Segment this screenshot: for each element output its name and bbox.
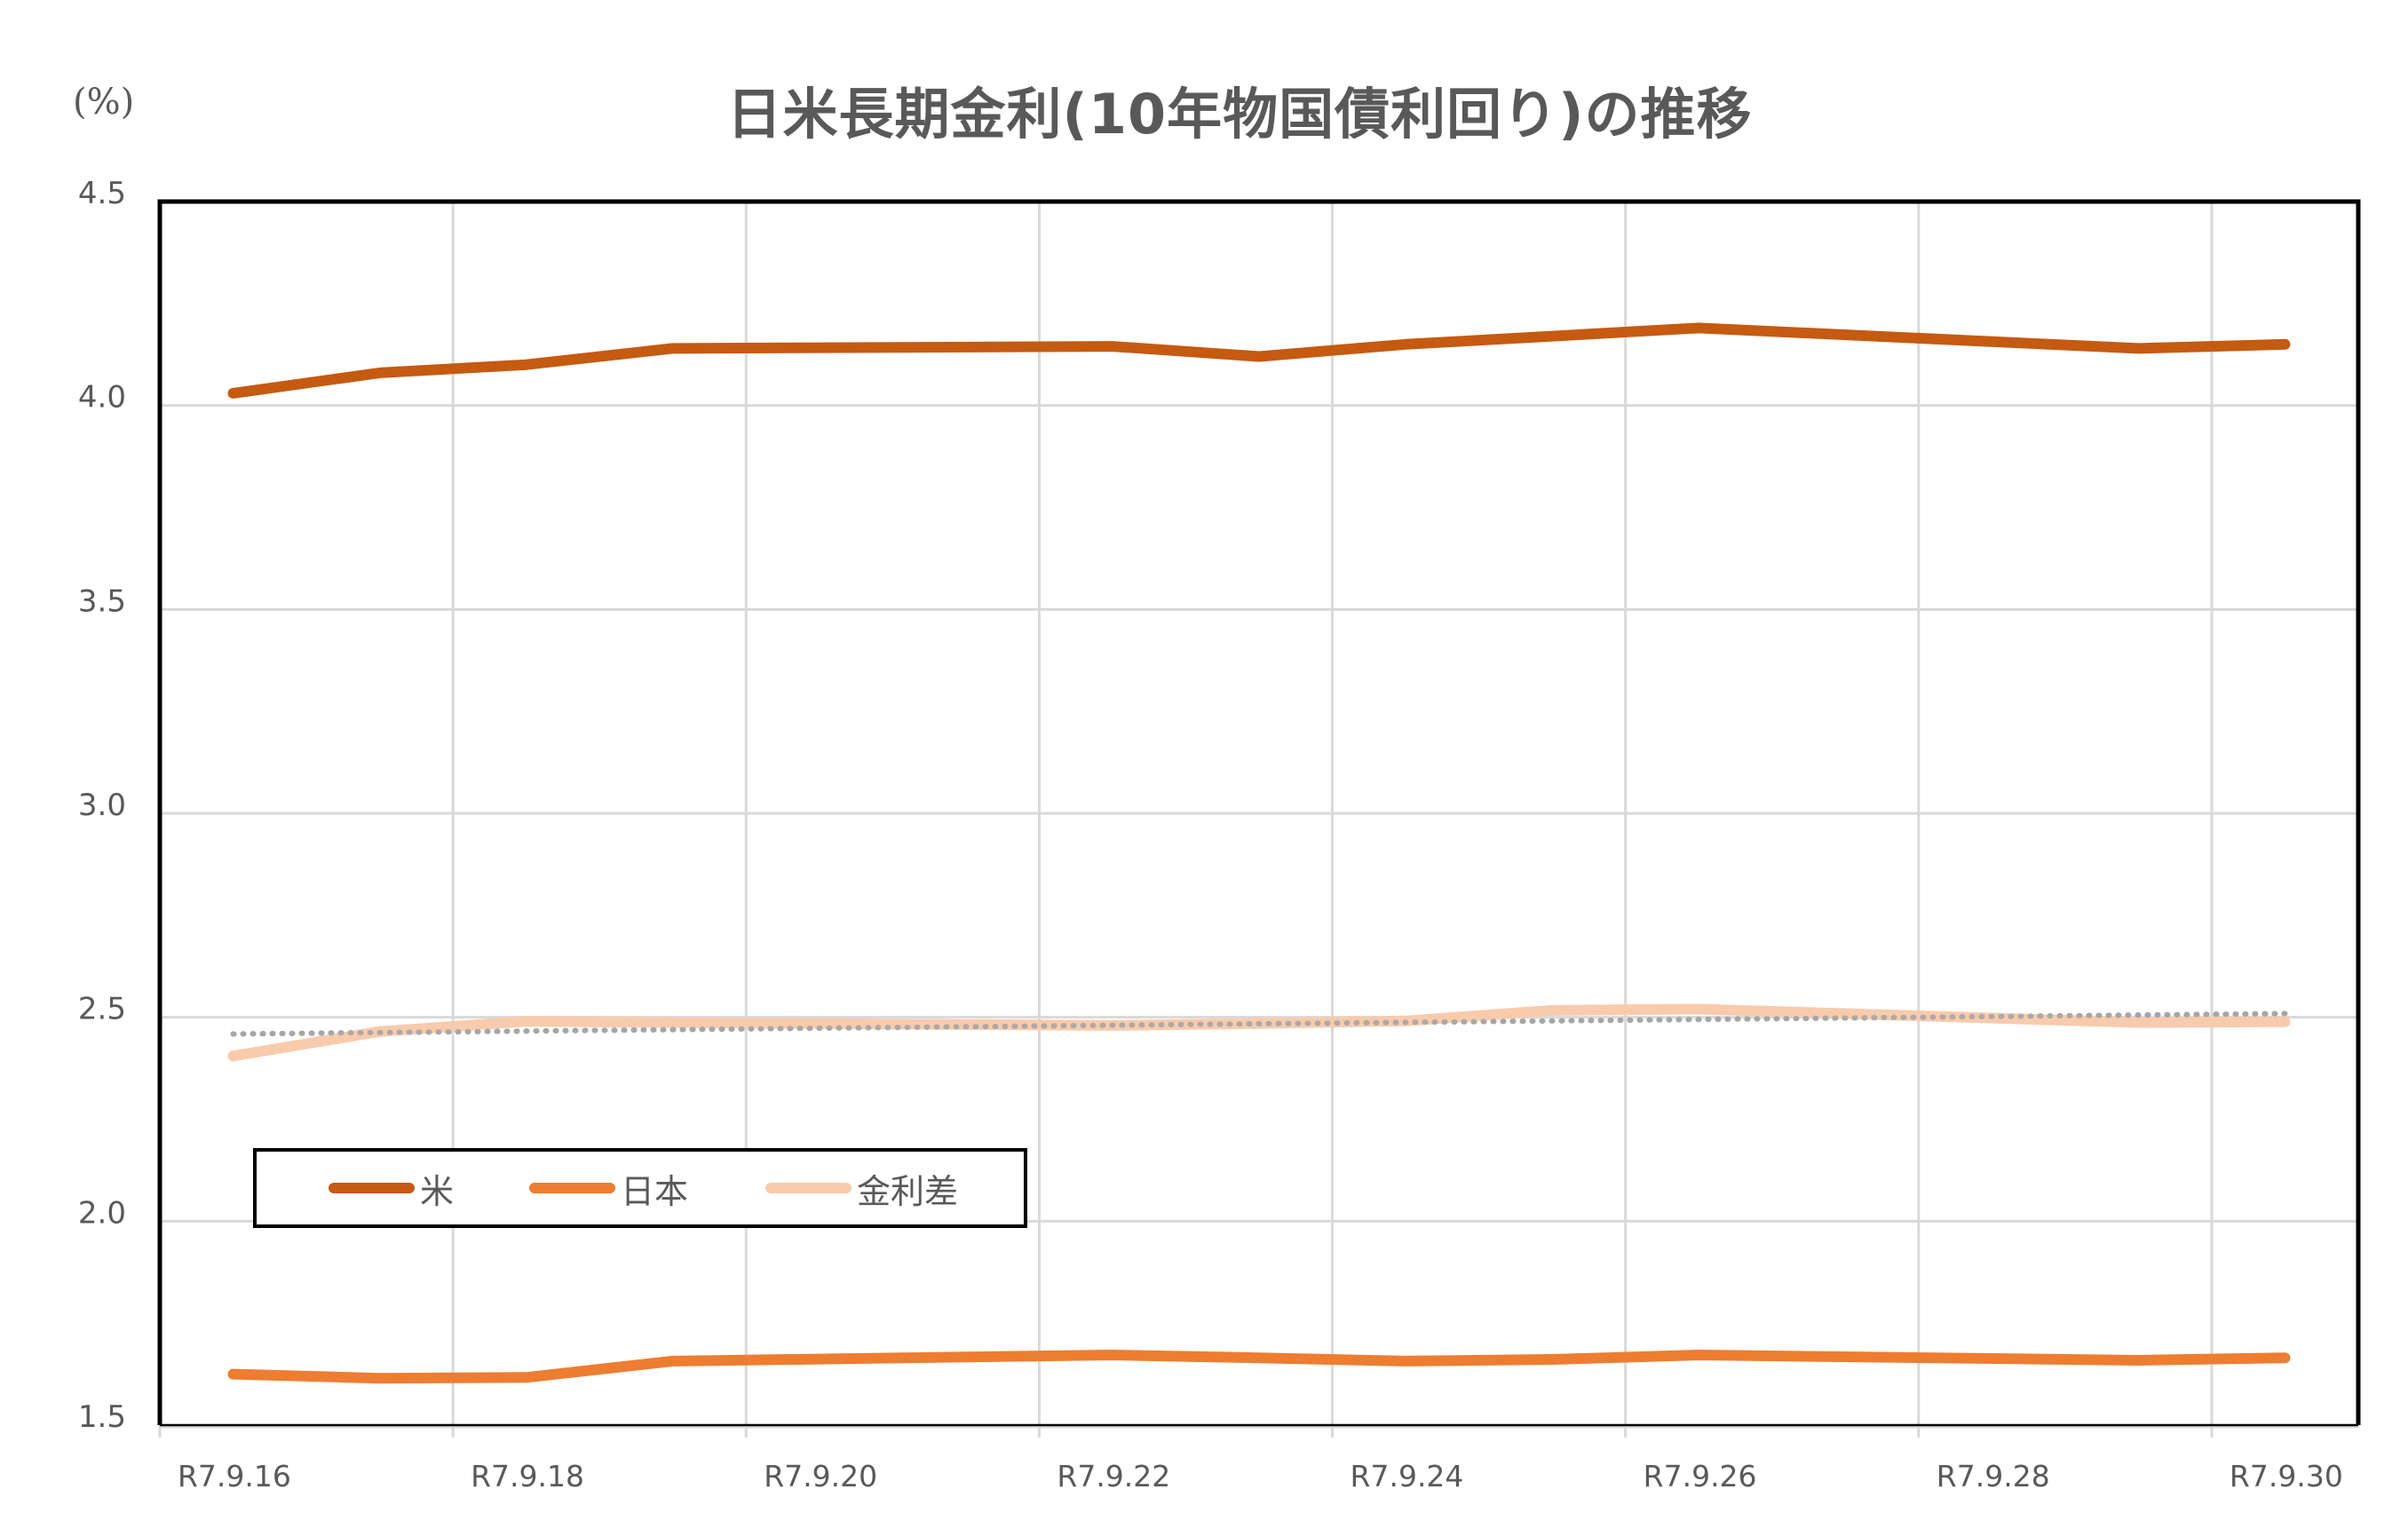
x-tick-label: R7.9.28 (1937, 1459, 2050, 1493)
chart-legend: 米 日本 金利差 (253, 1148, 1027, 1228)
y-tick-label: 2.0 (78, 1195, 126, 1231)
legend-line-icon (765, 1183, 852, 1193)
legend-item-us: 米 (329, 1152, 454, 1224)
y-axis-tick-labels: 4.5 4.0 3.5 3.0 2.5 2.0 1.5 (78, 176, 126, 1435)
plot-area-border (157, 199, 2361, 1429)
y-tick-label: 4.0 (78, 380, 126, 416)
x-tick-label: R7.9.20 (764, 1459, 877, 1493)
x-axis-tick-labels: R7.9.16 R7.9.18 R7.9.20 R7.9.22 R7.9.24 R7.9.… (178, 1459, 2343, 1493)
horizontal-gridlines (160, 404, 2358, 1223)
series-line (227, 1350, 2291, 1384)
y-tick-label: 2.5 (78, 992, 126, 1027)
y-tick-label: 1.5 (78, 1399, 126, 1435)
x-tick-label: R7.9.26 (1644, 1459, 1757, 1493)
y-tick-label: 4.5 (78, 176, 126, 211)
series-line (227, 322, 2291, 399)
x-tick-label: R7.9.22 (1057, 1459, 1170, 1493)
legend-line-icon (329, 1183, 415, 1193)
legend-label: 米 (420, 1171, 455, 1211)
x-tick-label: R7.9.30 (2230, 1459, 2343, 1493)
data-series (227, 322, 2291, 1384)
y-tick-label: 3.0 (78, 788, 126, 823)
legend-line-icon (529, 1183, 615, 1193)
x-tick-label: R7.9.24 (1351, 1459, 1464, 1493)
y-tick-label: 3.5 (78, 583, 126, 619)
legend-label: 金利差 (857, 1171, 959, 1211)
legend-item-japan: 日本 (529, 1152, 688, 1224)
legend-item-spread: 金利差 (765, 1152, 958, 1224)
x-tick-label: R7.9.16 (178, 1459, 291, 1493)
chart-title: 日米長期金利(10年物国債利回り)の推移 (726, 82, 1753, 147)
vertical-gridlines (158, 202, 2214, 1438)
legend-label: 日本 (621, 1171, 689, 1211)
y-axis-unit-label: (%) (73, 82, 135, 123)
x-tick-label: R7.9.18 (471, 1459, 584, 1493)
